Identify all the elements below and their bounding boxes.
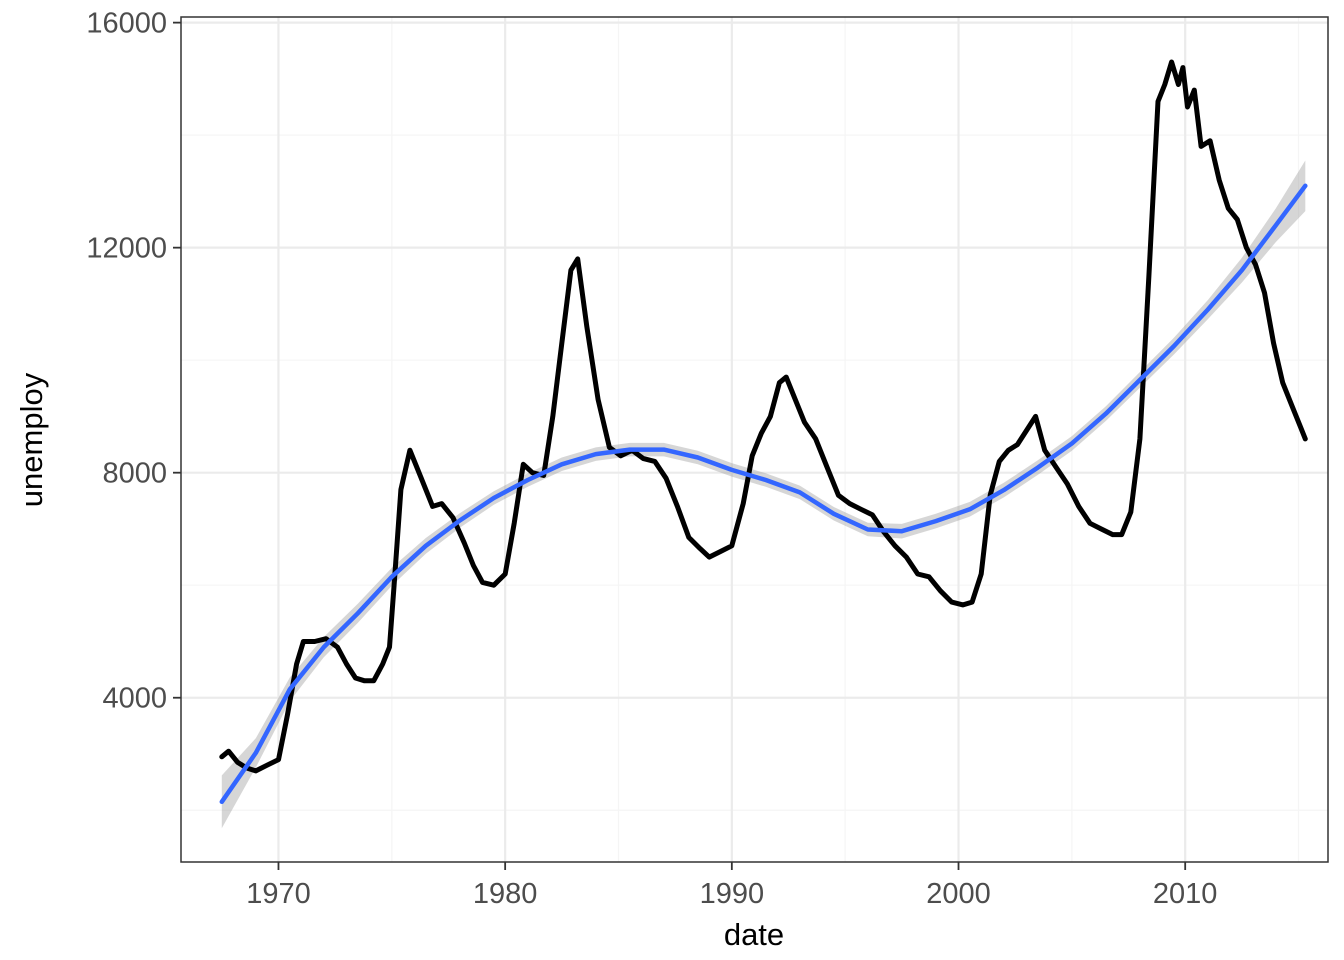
y-tick-label: 16000 — [86, 8, 167, 40]
x-tick-label: 2010 — [1153, 878, 1218, 910]
smooth-trend-line — [219, 183, 1308, 805]
grid-minor-lines — [181, 17, 1328, 862]
x-axis-ticks: 1970 1980 1990 2000 2010 — [246, 862, 1217, 910]
y-axis-ticks: 4000 8000 12000 16000 — [86, 8, 181, 715]
data-line-layer — [219, 59, 1308, 774]
smooth-line-layer — [219, 183, 1308, 805]
x-tick-label: 1970 — [246, 878, 311, 910]
grid-major-lines — [181, 17, 1328, 862]
y-tick-label: 12000 — [86, 233, 167, 265]
panel-background — [181, 17, 1328, 862]
x-tick-label: 1980 — [473, 878, 538, 910]
panel-border — [180, 16, 1329, 863]
y-tick-label: 4000 — [102, 683, 167, 715]
unemploy-line — [219, 59, 1308, 774]
x-tick-label: 2000 — [926, 878, 991, 910]
y-axis-title: unemploy — [14, 372, 49, 507]
x-axis-title: date — [724, 917, 784, 952]
y-tick-label: 8000 — [102, 458, 167, 490]
x-tick-label: 1990 — [700, 878, 765, 910]
